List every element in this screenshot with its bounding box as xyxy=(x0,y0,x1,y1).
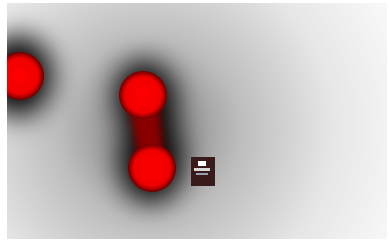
player-detail xyxy=(196,173,208,175)
player xyxy=(191,157,215,186)
left-margin xyxy=(0,0,7,241)
light-blob xyxy=(128,144,176,192)
floor xyxy=(7,3,387,239)
page: (() => { const data = JSON.parse(documen… xyxy=(0,0,389,241)
player-detail xyxy=(194,168,210,171)
light-blob xyxy=(119,71,167,119)
player-detail xyxy=(198,161,206,166)
game-view xyxy=(0,0,389,241)
